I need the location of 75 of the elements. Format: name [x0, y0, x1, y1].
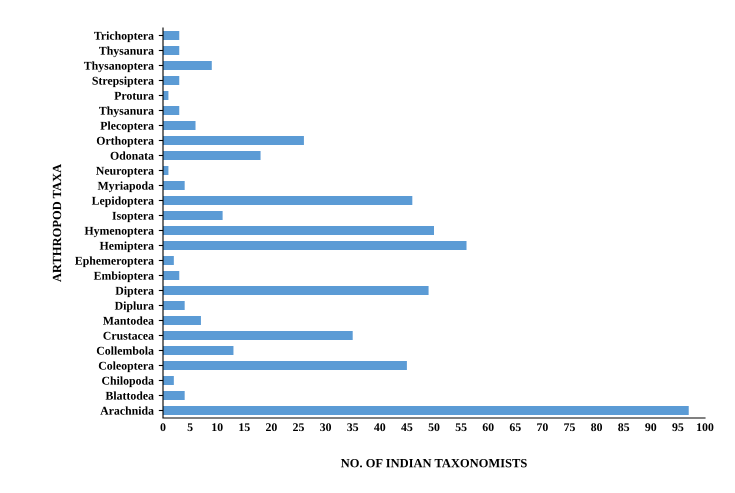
- bar: [163, 106, 180, 115]
- bar: [163, 136, 304, 145]
- y-tick-label: Diplura: [114, 301, 154, 312]
- x-tick-label: 80: [591, 423, 602, 432]
- x-tick-label: 0: [160, 423, 166, 432]
- bar: [163, 316, 201, 325]
- bar: [163, 211, 223, 220]
- bar: [163, 271, 180, 280]
- x-tick-label: 30: [320, 423, 332, 432]
- x-tick-label: 55: [456, 423, 467, 432]
- bar: [163, 226, 434, 235]
- x-tick-label: 10: [212, 423, 223, 432]
- y-tick-label: Plecoptera: [100, 121, 154, 132]
- y-tick-label: Myriapoda: [98, 181, 154, 192]
- bar: [163, 331, 353, 340]
- bar: [163, 241, 467, 250]
- y-tick-label: Isoptera: [112, 212, 154, 222]
- x-tick-label: 15: [239, 423, 250, 432]
- bar: [163, 181, 185, 190]
- y-tick-label: Thysanura: [99, 106, 154, 118]
- bar: [163, 46, 180, 55]
- y-tick-label: Arachnida: [100, 406, 154, 415]
- y-tick-label: Hymenoptera: [84, 226, 154, 238]
- y-tick-label: Hemiptera: [100, 241, 154, 252]
- y-tick-label: Strepsiptera: [92, 76, 154, 88]
- y-tick-label: Ephemeroptera: [75, 256, 154, 268]
- y-tick-label: Diptera: [115, 286, 154, 298]
- y-tick-label: Crustacea: [103, 332, 154, 340]
- bar: [163, 406, 689, 415]
- x-tick-label: 95: [672, 423, 684, 432]
- x-tick-label: 40: [374, 423, 386, 432]
- x-tick-label: 75: [564, 423, 575, 432]
- y-tick-label: Blattodea: [106, 391, 154, 400]
- y-tick-label: Embioptera: [94, 271, 154, 282]
- y-tick-label: Chilopoda: [102, 376, 154, 388]
- bar: [163, 376, 174, 385]
- x-tick-label: 50: [428, 423, 440, 432]
- y-tick-label: Mantodea: [103, 316, 154, 325]
- x-tick-label: 20: [266, 423, 277, 432]
- x-axis-title: NO. OF INDIAN TAXONOMISTS: [340, 458, 527, 468]
- bar: [163, 391, 185, 400]
- y-tick-label: Odonata: [110, 151, 154, 160]
- bar: [163, 196, 412, 205]
- x-tick-label: 35: [347, 423, 358, 432]
- bar: [163, 346, 234, 355]
- bar: [163, 121, 196, 130]
- y-tick-label: Thysanura: [99, 46, 154, 58]
- bar: [163, 256, 174, 265]
- bar: [163, 91, 168, 100]
- y-tick-label: Thysanoptera: [84, 61, 154, 72]
- x-tick-label: 25: [293, 423, 304, 432]
- x-tick-label: 85: [618, 423, 630, 432]
- bar: [163, 76, 180, 85]
- y-tick-label: Collembola: [96, 346, 154, 355]
- y-tick-label: Neuroptera: [96, 166, 154, 178]
- bar: [163, 361, 407, 370]
- x-tick-label: 5: [188, 423, 193, 432]
- bar: [163, 286, 429, 295]
- x-tick-label: 70: [537, 423, 548, 432]
- y-tick-label: Orthoptera: [96, 136, 154, 148]
- y-axis-title: ARTHROPOD TAXA: [52, 164, 62, 282]
- y-tick-label: Trichoptera: [94, 31, 154, 42]
- bar: [163, 166, 168, 175]
- x-tick-label: 65: [510, 423, 521, 432]
- bar: [163, 151, 261, 160]
- y-tick-label: Lepidoptera: [92, 196, 154, 208]
- y-tick-label: Protura: [114, 92, 154, 100]
- bar: [163, 31, 180, 40]
- x-tick-label: 45: [401, 423, 412, 432]
- x-tick-label: 100: [697, 423, 714, 432]
- x-tick-label: 90: [645, 423, 656, 432]
- y-tick-label: Coleoptera: [98, 361, 154, 372]
- x-tick-label: 60: [482, 423, 494, 432]
- bar: [163, 301, 185, 310]
- bar: [163, 61, 212, 70]
